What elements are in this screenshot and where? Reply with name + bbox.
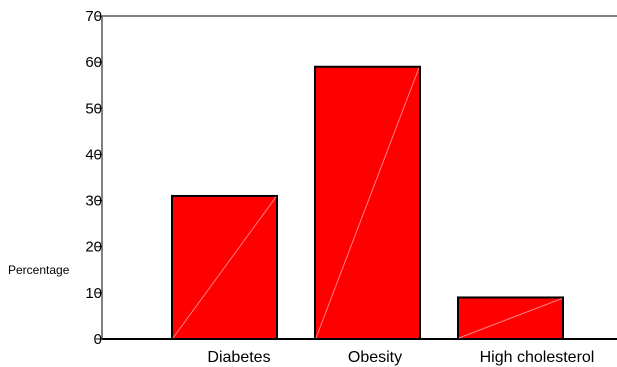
- x-category-label: High cholesterol: [480, 349, 595, 366]
- bar-shading-line: [315, 67, 420, 339]
- y-tick-label: 70: [85, 8, 102, 25]
- x-category-label: Diabetes: [207, 349, 270, 366]
- y-tick-label: 50: [85, 100, 102, 117]
- bar-group: [171, 65, 564, 341]
- y-axis-title: Percentage: [8, 263, 70, 277]
- y-tick-label: 30: [85, 193, 102, 210]
- y-tick-label: 60: [85, 54, 102, 71]
- bar-shading-line: [172, 196, 277, 339]
- x-label-group: Diabetes Obesity High cholesterol: [207, 349, 594, 366]
- y-tick-label: 0: [94, 331, 102, 348]
- bar-shading-line: [458, 298, 563, 339]
- y-tick-group: 0 10 20 30 40 50 60 70: [85, 8, 102, 348]
- y-tick-label: 40: [85, 146, 102, 163]
- y-tick-label: 20: [85, 239, 102, 256]
- x-category-label: Obesity: [348, 349, 402, 366]
- y-tick-label: 10: [85, 285, 102, 302]
